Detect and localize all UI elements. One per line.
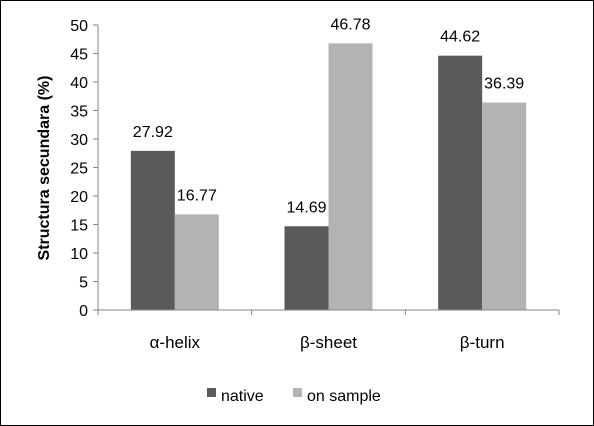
data-labels: 27.92 14.69 44.62 16.77 46.78 36.39 <box>133 16 524 216</box>
bar-native-0 <box>130 150 175 310</box>
bar-native-1 <box>284 226 329 310</box>
y-tick-label: 35 <box>70 104 88 121</box>
bar-on-sample-2 <box>482 102 527 311</box>
legend-label: native <box>221 388 264 405</box>
y-tick-label: 45 <box>70 47 88 64</box>
data-label: 36.39 <box>484 76 524 93</box>
data-label: 46.78 <box>330 16 370 33</box>
legend-swatch <box>207 388 216 397</box>
data-label: 16.77 <box>177 187 217 204</box>
data-label: 27.92 <box>133 124 173 141</box>
x-category-label: α-helix <box>150 333 201 352</box>
data-label: 14.69 <box>286 199 326 216</box>
y-tick-label: 10 <box>70 246 88 263</box>
bar-on-sample-0 <box>174 214 219 310</box>
y-tick-label: 5 <box>79 275 88 292</box>
bars <box>130 43 527 311</box>
axes <box>97 25 559 311</box>
bar-on-sample-1 <box>328 43 373 310</box>
x-category-label: β-sheet <box>300 333 357 352</box>
legend: native on sample <box>207 388 381 405</box>
x-axis-ticks: α-helix β-sheet β-turn <box>97 310 560 352</box>
y-tick-label: 25 <box>70 161 88 178</box>
legend-swatch <box>293 388 302 397</box>
y-tick-label: 15 <box>70 218 88 235</box>
y-axis-ticks: 0 5 10 15 20 25 30 35 40 45 50 <box>70 18 98 320</box>
x-category-label: β-turn <box>460 333 505 352</box>
data-label: 44.62 <box>440 29 480 46</box>
y-tick-label: 40 <box>70 75 88 92</box>
y-tick-label: 50 <box>70 18 88 35</box>
y-tick-label: 30 <box>70 132 88 149</box>
bar-native-2 <box>438 55 483 310</box>
y-tick-label: 0 <box>79 303 88 320</box>
y-tick-label: 20 <box>70 189 88 206</box>
y-axis-label: Structura secundara (%) <box>36 76 53 261</box>
legend-label: on sample <box>307 388 381 405</box>
